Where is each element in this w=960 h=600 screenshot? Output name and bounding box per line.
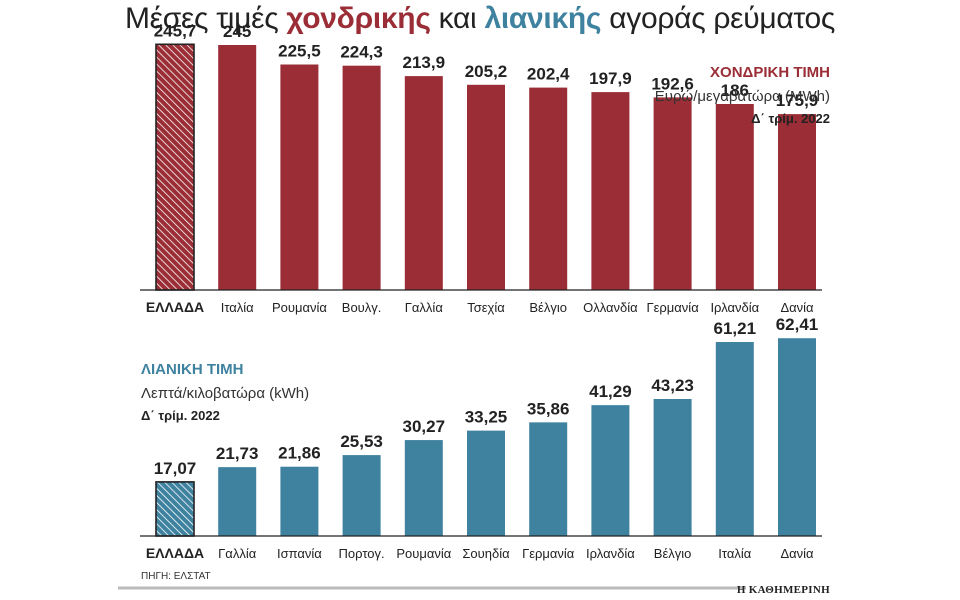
- retail-category-label-10: Δανία: [780, 546, 814, 561]
- retail-bar-0: [155, 481, 195, 537]
- wholesale-value-label-5: 205,2: [465, 62, 508, 81]
- wholesale-category-label-10: Δανία: [780, 300, 814, 315]
- wholesale-category-label-8: Γερμανία: [646, 300, 699, 315]
- retail-value-label-6: 35,86: [527, 399, 570, 418]
- wholesale-value-label-6: 202,4: [527, 65, 570, 84]
- wholesale-value-label-7: 197,9: [589, 69, 632, 88]
- retail-category-label-7: Ιρλανδία: [586, 546, 635, 561]
- retail-category-label-0: ΕΛΛΑΔΑ: [146, 545, 204, 561]
- source-note: ΠΗΓΗ: ΕΛΣΤΑΤ: [141, 571, 211, 582]
- wholesale-value-label-4: 213,9: [403, 53, 446, 72]
- retail-value-label-8: 43,23: [651, 376, 694, 395]
- wholesale-bar-1: [218, 45, 257, 290]
- publisher-brand: Η ΚΑΘΗΜΕΡΙΝΗ: [737, 584, 830, 596]
- title-part-1: Μέσες τιμές: [124, 2, 287, 35]
- wholesale-value-label-0: 245,7: [154, 21, 197, 40]
- retail-category-label-4: Ρουμανία: [396, 546, 451, 561]
- wholesale-value-label-9: 186: [721, 81, 749, 100]
- wholesale-bar-8: [653, 97, 692, 291]
- retail-period: Δ΄ τρίμ. 2022: [141, 408, 220, 423]
- retail-value-label-7: 41,29: [589, 382, 632, 401]
- wholesale-period: Δ΄ τρίμ. 2022: [751, 111, 830, 126]
- retail-unit: Λεπτά/κιλοβατώρα (kWh): [141, 385, 309, 402]
- wholesale-category-label-6: Βέλγιο: [529, 300, 567, 315]
- retail-bar-1: [218, 467, 257, 536]
- wholesale-bar-3: [342, 65, 381, 290]
- wholesale-value-label-8: 192,6: [651, 74, 694, 93]
- wholesale-category-label-5: Τσεχία: [467, 300, 505, 315]
- retail-bar-2: [280, 466, 319, 536]
- chart-title: Μέσες τιμές χονδρικής και λιανικής αγορά…: [0, 2, 960, 36]
- wholesale-category-label-4: Γαλλία: [405, 300, 444, 315]
- wholesale-value-label-2: 225,5: [278, 42, 321, 61]
- retail-category-label-9: Ιταλία: [718, 546, 751, 561]
- retail-value-label-4: 30,27: [403, 417, 446, 436]
- retail-bar-8: [653, 398, 692, 536]
- wholesale-category-label-1: Ιταλία: [221, 300, 254, 315]
- retail-value-label-3: 25,53: [340, 432, 383, 451]
- wholesale-value-label-3: 224,3: [340, 43, 383, 62]
- retail-category-label-3: Πορτογ.: [339, 546, 385, 561]
- retail-price-chart: 17,07 ΕΛΛΑΔΑ 21,73 Γαλλία 21,86 Ισπανία 25,53 Π…: [140, 315, 822, 561]
- wholesale-value-label-10: 175,9: [776, 91, 819, 110]
- wholesale-bar-10: [778, 114, 816, 290]
- retail-value-label-0: 17,07: [154, 459, 197, 478]
- wholesale-box-title: ΧΟΝΔΡΙΚΗ ΤΙΜΗ: [710, 64, 830, 81]
- wholesale-category-label-3: Βουλγ.: [342, 300, 382, 315]
- retail-bar-7: [591, 405, 630, 536]
- wholesale-price-chart: 245,7 ΕΛΛΑΔΑ 245 Ιταλία 225,5 Ρουμανία 224,3 Βο…: [140, 21, 822, 315]
- retail-bar-10: [778, 338, 816, 536]
- retail-value-label-5: 33,25: [465, 408, 508, 427]
- retail-category-label-1: Γαλλία: [218, 546, 257, 561]
- retail-category-label-2: Ισπανία: [277, 546, 322, 561]
- retail-value-label-2: 21,86: [278, 444, 321, 463]
- title-retail-word: λιανικής: [484, 2, 602, 35]
- retail-bar-6: [529, 422, 568, 536]
- title-wholesale-word: χονδρικής: [286, 2, 431, 35]
- retail-bar-4: [404, 440, 443, 536]
- retail-category-label-8: Βέλγιο: [654, 546, 692, 561]
- title-part-5: αγοράς ρεύματος: [601, 2, 836, 35]
- wholesale-bar-2: [280, 64, 319, 290]
- wholesale-bar-9: [715, 104, 754, 290]
- retail-value-label-10: 62,41: [776, 315, 819, 334]
- retail-value-label-9: 61,21: [714, 319, 757, 338]
- retail-bar-3: [342, 455, 381, 536]
- title-part-3: και: [430, 2, 485, 35]
- wholesale-category-label-2: Ρουμανία: [272, 300, 327, 315]
- wholesale-category-label-0: ΕΛΛΑΔΑ: [146, 299, 204, 315]
- wholesale-bar-7: [591, 92, 630, 290]
- retail-value-label-1: 21,73: [216, 444, 259, 463]
- wholesale-category-label-7: Ολλανδία: [583, 300, 638, 315]
- retail-bar-5: [467, 430, 505, 536]
- wholesale-unit: Ευρώ/μεγαβατώρα (MWh): [655, 88, 830, 105]
- retail-category-label-5: Σουηδία: [462, 546, 510, 561]
- wholesale-bar-6: [529, 87, 568, 290]
- retail-box-title: ΛΙΑΝΙΚΗ ΤΙΜΗ: [141, 361, 244, 378]
- wholesale-bar-4: [404, 76, 443, 290]
- wholesale-bar-5: [467, 84, 505, 290]
- wholesale-bar-0: [155, 43, 195, 291]
- wholesale-category-label-9: Ιρλανδία: [710, 300, 759, 315]
- wholesale-value-label-1: 245: [223, 22, 251, 41]
- retail-category-label-6: Γερμανία: [522, 546, 575, 561]
- retail-bar-9: [715, 342, 754, 536]
